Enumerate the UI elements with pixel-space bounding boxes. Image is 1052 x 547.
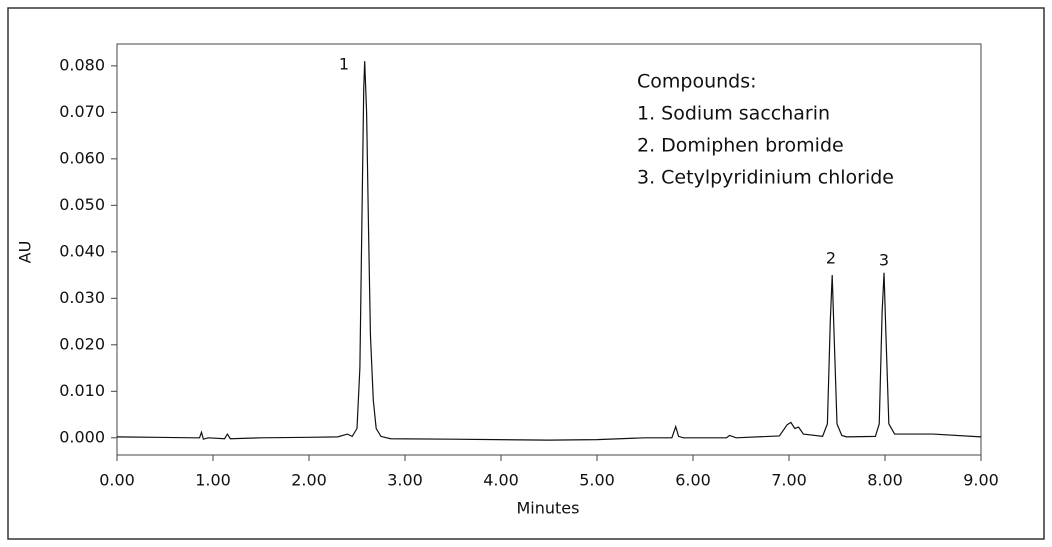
- y-axis-label: AU: [16, 241, 35, 264]
- x-tick-label: 2.00: [291, 471, 327, 490]
- plot-frame: [116, 43, 982, 456]
- x-tick-label: 7.00: [771, 471, 807, 490]
- y-tick-label: 0.060: [59, 148, 105, 167]
- legend-title: Compounds:: [637, 71, 757, 93]
- x-tick-label: 0.00: [99, 471, 135, 490]
- x-tick-label: 3.00: [387, 471, 423, 490]
- x-tick-label: 1.00: [195, 471, 231, 490]
- peak-label: 1: [339, 55, 349, 74]
- legend-item: 1. Sodium saccharin: [637, 103, 830, 125]
- x-tick-label: 6.00: [675, 471, 711, 490]
- x-tick-label: 4.00: [483, 471, 519, 490]
- legend-item: 2. Domiphen bromide: [637, 135, 844, 157]
- peak-label: 2: [826, 249, 836, 268]
- outer-frame: [7, 7, 1045, 540]
- y-tick-label: 0.050: [59, 195, 105, 214]
- peak-label: 3: [879, 251, 889, 270]
- legend-item: 3. Cetylpyridinium chloride: [637, 167, 894, 189]
- x-axis-label: Minutes: [517, 499, 580, 518]
- y-tick-label: 0.000: [59, 427, 105, 446]
- chromatogram-trace: [116, 61, 982, 441]
- y-tick-label: 0.070: [59, 102, 105, 121]
- y-tick-label: 0.010: [59, 381, 105, 400]
- x-tick-label: 8.00: [867, 471, 903, 490]
- x-tick-label: 9.00: [963, 471, 999, 490]
- y-tick-label: 0.030: [59, 288, 105, 307]
- y-tick-label: 0.080: [59, 55, 105, 74]
- y-tick-label: 0.020: [59, 334, 105, 353]
- x-tick-label: 5.00: [579, 471, 615, 490]
- y-tick-label: 0.040: [59, 241, 105, 260]
